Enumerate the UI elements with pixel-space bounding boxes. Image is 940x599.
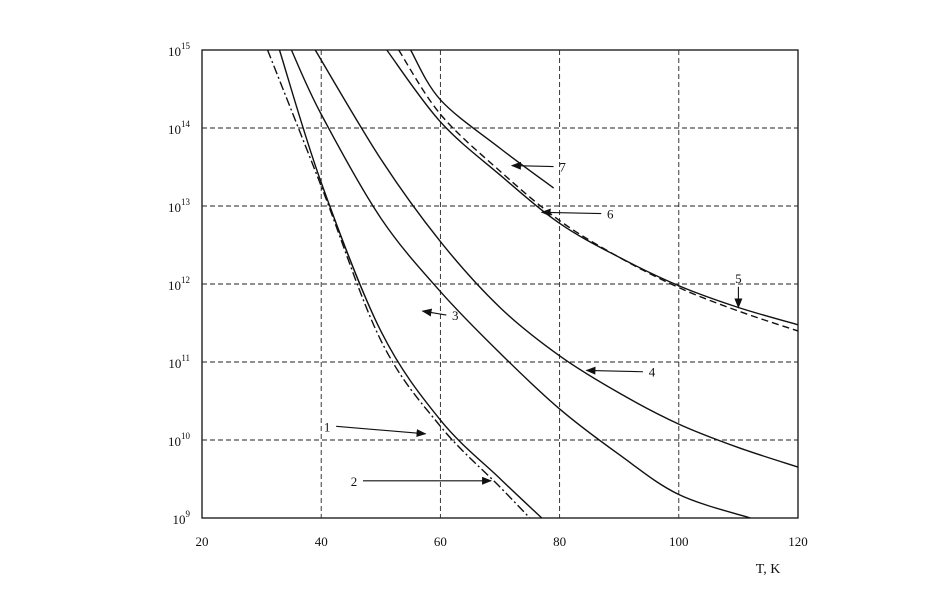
x-tick-labels: 20 40 60 80 100 120 bbox=[196, 534, 808, 549]
curve-label-2: 2 bbox=[351, 474, 358, 489]
curve-arrow-4 bbox=[585, 366, 643, 375]
x-tick-label: 40 bbox=[315, 534, 328, 549]
y-tick-label: 1010 bbox=[168, 431, 191, 449]
x-tick-label: 20 bbox=[196, 534, 209, 549]
x-tick-label: 100 bbox=[669, 534, 689, 549]
curve-label-5: 5 bbox=[735, 271, 742, 286]
y-tick-label: 1013 bbox=[168, 197, 191, 215]
curve-label-3: 3 bbox=[452, 308, 459, 323]
y-tick-label: 109 bbox=[173, 509, 191, 527]
curve-arrow-6 bbox=[540, 208, 602, 217]
series-line-2 bbox=[266, 49, 531, 519]
y-tick-labels: 109 1010 1011 1012 1013 1014 1015 bbox=[168, 41, 191, 527]
y-tick-label: 1011 bbox=[168, 353, 190, 371]
y-tick-label: 1014 bbox=[168, 119, 191, 137]
curve-label-1: 1 bbox=[324, 419, 331, 434]
series-line-1 bbox=[278, 49, 543, 519]
series-line-4 bbox=[314, 49, 799, 468]
y-tick-label: 1012 bbox=[168, 275, 190, 293]
curve-label-7: 7 bbox=[559, 160, 566, 175]
curve-label-6: 6 bbox=[607, 207, 614, 222]
curve-arrow-1 bbox=[336, 425, 427, 438]
x-tick-label: 60 bbox=[434, 534, 447, 549]
grid-lines bbox=[202, 50, 798, 518]
series-line-6 bbox=[398, 49, 799, 332]
x-tick-label: 120 bbox=[788, 534, 808, 549]
curve-arrow-7 bbox=[510, 161, 554, 170]
x-tick-label: 80 bbox=[553, 534, 566, 549]
x-axis-label: T, K bbox=[756, 562, 781, 577]
curve-arrow-3 bbox=[421, 308, 447, 317]
series-line-5 bbox=[386, 49, 799, 326]
curve-label-4: 4 bbox=[649, 365, 656, 380]
series-lines bbox=[266, 49, 799, 519]
curve-annotations: 1 2 3 4 5 6 7 bbox=[324, 160, 743, 489]
y-tick-label: 1015 bbox=[168, 41, 191, 59]
series-line-7 bbox=[409, 49, 555, 189]
series-line-3 bbox=[290, 49, 751, 519]
